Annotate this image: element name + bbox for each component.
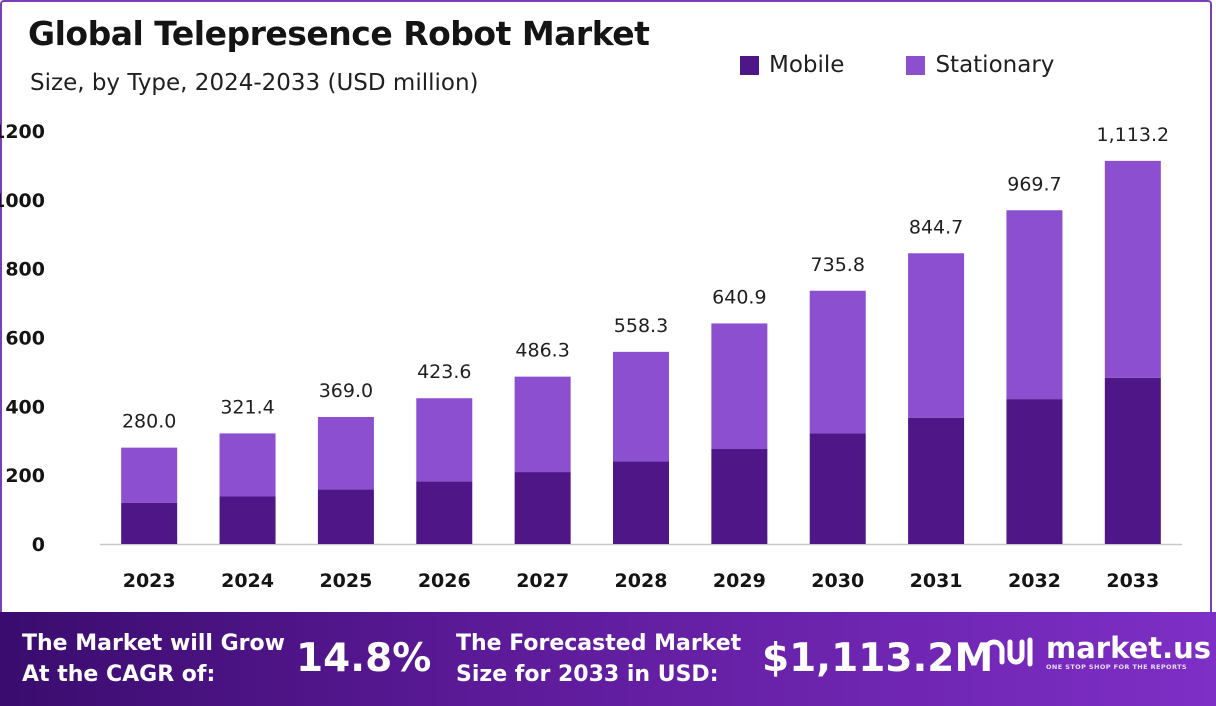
bar-mobile xyxy=(1006,399,1063,544)
bar-mobile xyxy=(613,461,669,544)
legend-item-mobile: Mobile xyxy=(740,52,844,78)
brand-name: market.us xyxy=(1046,631,1212,665)
x-tick-label: 2024 xyxy=(221,570,274,592)
x-tick-label: 2023 xyxy=(123,570,176,592)
bar-stationary xyxy=(416,398,473,482)
chart-title: Global Telepresence Robot Market xyxy=(28,14,650,53)
bar-stationary xyxy=(908,253,965,418)
bar-total-label: 844.7 xyxy=(909,216,963,238)
y-tick-label: 1200 xyxy=(0,121,45,143)
x-tick-label: 2025 xyxy=(319,570,372,592)
bar-mobile xyxy=(1104,377,1161,544)
bar-mobile xyxy=(809,433,866,544)
forecast-label: The Forecasted Market Size for 2033 in U… xyxy=(456,631,742,687)
x-tick-label: 2026 xyxy=(418,570,471,592)
x-tick-label: 2027 xyxy=(516,570,569,592)
bar-total-label: 486.3 xyxy=(515,340,569,362)
cagr-label: The Market will Grow At the CAGR of: xyxy=(22,631,285,687)
bar-stationary xyxy=(514,376,571,473)
x-tick-label: 2030 xyxy=(811,570,864,592)
bar-mobile xyxy=(514,472,571,544)
x-tick-label: 2031 xyxy=(910,570,963,592)
x-tick-label: 2033 xyxy=(1106,570,1159,592)
bar-total-label: 423.6 xyxy=(417,361,471,383)
y-tick-label: 400 xyxy=(5,396,45,418)
x-tick-label: 2032 xyxy=(1008,570,1061,592)
cagr-value: 14.8% xyxy=(296,636,432,681)
y-tick-label: 1000 xyxy=(0,190,45,212)
bar-stationary xyxy=(809,290,866,434)
legend-swatch-mobile xyxy=(740,55,759,75)
y-tick-label: 0 xyxy=(32,534,45,556)
legend-swatch-stationary xyxy=(906,55,926,75)
legend-label-mobile: Mobile xyxy=(769,52,845,78)
bar-mobile xyxy=(908,417,965,544)
chart-subtitle: Size, by Type, 2024-2033 (USD million) xyxy=(30,70,479,96)
bar-total-label: 321.4 xyxy=(220,396,274,418)
y-tick-label: 800 xyxy=(5,259,45,281)
y-tick-label: 600 xyxy=(5,328,45,350)
brand-logo: market.us ONE STOP SHOP FOR THE REPORTS xyxy=(982,632,1211,672)
bar-mobile xyxy=(416,481,473,544)
x-tick-label: 2028 xyxy=(615,570,668,592)
bar-total-label: 369.0 xyxy=(319,380,373,402)
legend: Mobile Stationary xyxy=(740,52,1054,78)
brand-tagline: ONE STOP SHOP FOR THE REPORTS xyxy=(1046,663,1187,671)
footer-banner: The Market will Grow At the CAGR of: 14.… xyxy=(0,612,1216,706)
bar-stationary xyxy=(219,433,276,497)
market-us-logo-icon xyxy=(983,637,1033,667)
stacked-bar-chart: 0 200 400 600 800 1000 1200 280.0 2023 321.4 2024 3… xyxy=(0,121,1182,592)
bar-mobile xyxy=(121,502,178,544)
bar-mobile xyxy=(219,496,276,544)
bar-mobile xyxy=(317,489,374,544)
bar-stationary xyxy=(711,323,768,450)
x-tick-label: 2029 xyxy=(713,570,766,592)
bar-stationary xyxy=(121,447,178,503)
bar-total-label: 640.9 xyxy=(712,286,766,308)
bar-total-label: 735.8 xyxy=(811,254,865,276)
y-tick-label: 200 xyxy=(5,465,45,487)
bar-stationary xyxy=(317,417,374,490)
bar-total-label: 969.7 xyxy=(1007,173,1061,195)
bar-total-label: 1,113.2 xyxy=(1097,124,1170,146)
bar-mobile xyxy=(711,449,768,544)
forecast-value: $1,113.2M xyxy=(762,636,994,681)
legend-label-stationary: Stationary xyxy=(935,52,1055,78)
bar-stationary xyxy=(1104,160,1161,378)
bar-stationary xyxy=(1006,210,1063,400)
bar-total-label: 280.0 xyxy=(122,411,176,433)
bar-total-label: 558.3 xyxy=(614,315,668,337)
bar-stationary xyxy=(613,351,669,462)
legend-item-stationary: Stationary xyxy=(906,52,1054,78)
